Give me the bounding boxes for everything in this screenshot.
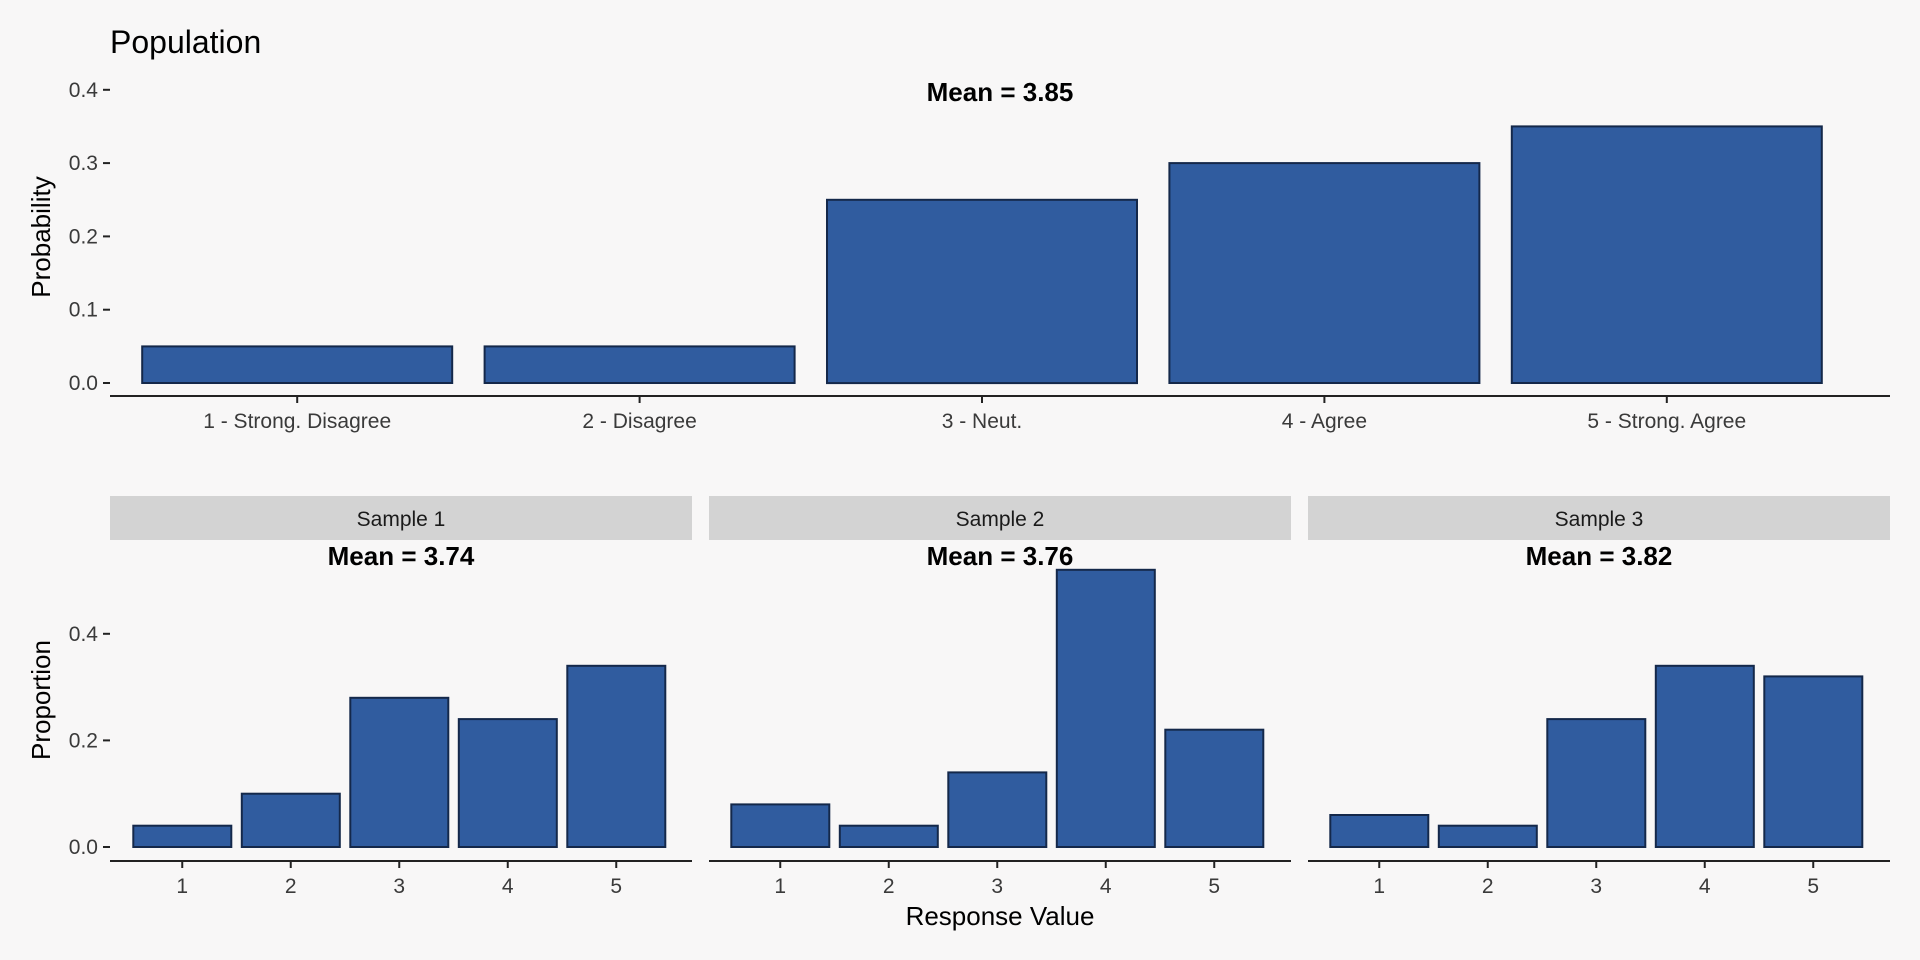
sample-1-bar-3 <box>349 696 450 848</box>
population-x-axis: 1 - Strong. Disagree 2 - Disagree 3 - Neut… <box>203 396 1746 433</box>
population-bars <box>141 125 1823 385</box>
samples-y-tick-label-1: 0.2 <box>69 729 98 752</box>
sample-2-x-tick-label-4: 4 <box>1100 875 1112 898</box>
sample-2-strip <box>709 496 1291 540</box>
population-panel: Population Mean = 3.85 Probability 0.00.… <box>26 24 1890 433</box>
sample-3-mean-label: Mean = 3.82 <box>1526 541 1673 571</box>
sample-1-bars <box>132 664 667 849</box>
population-x-tick-label-3: 3 - Neut. <box>942 410 1023 433</box>
sample-2-strip-label: Sample 2 <box>956 508 1045 531</box>
sample-panel-1: Sample 1 Mean = 3.74 1 2 3 4 5 <box>110 496 692 898</box>
sample-3-x-tick-label-5: 5 <box>1807 875 1819 898</box>
sample-1-bar-5 <box>566 664 667 848</box>
sample-2-bars <box>730 568 1265 849</box>
sample-3-bar-2 <box>1437 824 1538 849</box>
sample-1-mean-label: Mean = 3.74 <box>328 541 475 571</box>
sample-2-bar-1 <box>730 803 831 849</box>
sample-1-strip-label: Sample 1 <box>357 508 446 531</box>
sample-2-bar-4 <box>1055 568 1156 848</box>
sample-1-x-tick-label-3: 3 <box>393 875 405 898</box>
samples-x-axis-title: Response Value <box>906 901 1095 931</box>
sample-3-bar-5 <box>1763 675 1864 849</box>
population-y-tick-label-2: 0.2 <box>69 225 98 248</box>
population-y-axis: 0.0 0.1 0.2 0.3 0.4 <box>69 79 110 395</box>
sample-1-x-tick-label-2: 2 <box>285 875 297 898</box>
population-bar-3 <box>826 198 1138 385</box>
sample-2-bar-2 <box>838 824 939 849</box>
sample-1-x-tick-label-1: 1 <box>176 875 188 898</box>
population-mean-label: Mean = 3.85 <box>927 77 1074 107</box>
population-x-tick-label-2: 2 - Disagree <box>582 410 696 433</box>
sample-3-x-tick-label-4: 4 <box>1699 875 1711 898</box>
population-title: Population <box>110 24 261 60</box>
samples-y-tick-label-2: 0.4 <box>69 623 99 646</box>
samples-y-axis-title: Proportion <box>26 640 56 760</box>
sample-1-x-tick-label-5: 5 <box>610 875 622 898</box>
sample-panel-3: Sample 3 Mean = 3.82 1 2 3 4 5 <box>1308 496 1890 898</box>
population-y-tick-label-1: 0.1 <box>69 299 98 322</box>
population-y-tick-label-0: 0.0 <box>69 372 98 395</box>
sample-2-bar-5 <box>1164 728 1265 849</box>
sample-2-x-tick-label-3: 3 <box>991 875 1003 898</box>
sample-3-x-tick-label-2: 2 <box>1482 875 1494 898</box>
population-x-tick-label-1: 1 - Strong. Disagree <box>203 410 391 433</box>
sample-3-bar-4 <box>1654 664 1755 848</box>
sample-2-bar-3 <box>947 771 1048 849</box>
sample-3-bar-3 <box>1546 718 1647 848</box>
population-bar-1 <box>141 345 454 384</box>
sample-2-x-tick-label-1: 1 <box>774 875 786 898</box>
sample-1-strip <box>110 496 692 540</box>
sample-1-x-axis: 1 2 3 4 5 <box>176 861 622 898</box>
sample-panel-2: Sample 2 Mean = 3.76 1 2 3 4 5 <box>709 496 1291 898</box>
samples-y-axis: 0.0 0.2 0.4 <box>69 623 110 859</box>
sample-2-mean-label: Mean = 3.76 <box>927 541 1074 571</box>
sample-1-bar-4 <box>457 718 558 848</box>
sample-3-bars <box>1329 664 1864 849</box>
sample-3-bar-1 <box>1329 814 1430 848</box>
samples-y-tick-label-0: 0.0 <box>69 836 98 859</box>
sample-1-x-tick-label-4: 4 <box>502 875 514 898</box>
sample-3-strip <box>1308 496 1890 540</box>
sample-3-x-tick-label-3: 3 <box>1590 875 1602 898</box>
sample-3-x-tick-label-1: 1 <box>1373 875 1385 898</box>
sample-2-x-axis: 1 2 3 4 5 <box>774 861 1220 898</box>
population-x-tick-label-4: 4 - Agree <box>1282 410 1367 433</box>
population-y-axis-title: Probability <box>26 176 56 297</box>
samples-section: Proportion 0.0 0.2 0.4 Sample 1 Mean = 3.7… <box>26 496 1890 931</box>
population-bar-5 <box>1510 125 1823 385</box>
population-y-tick-label-4: 0.4 <box>69 79 99 102</box>
sample-3-x-axis: 1 2 3 4 5 <box>1373 861 1819 898</box>
population-bar-4 <box>1168 162 1481 384</box>
sample-2-x-tick-label-5: 5 <box>1208 875 1220 898</box>
population-y-tick-label-3: 0.3 <box>69 152 98 175</box>
population-bar-2 <box>483 345 796 384</box>
sample-2-x-tick-label-2: 2 <box>883 875 895 898</box>
sample-1-bar-2 <box>240 792 341 849</box>
sample-1-bar-1 <box>132 824 233 849</box>
sample-3-strip-label: Sample 3 <box>1555 508 1644 531</box>
population-x-tick-label-5: 5 - Strong. Agree <box>1587 410 1746 433</box>
